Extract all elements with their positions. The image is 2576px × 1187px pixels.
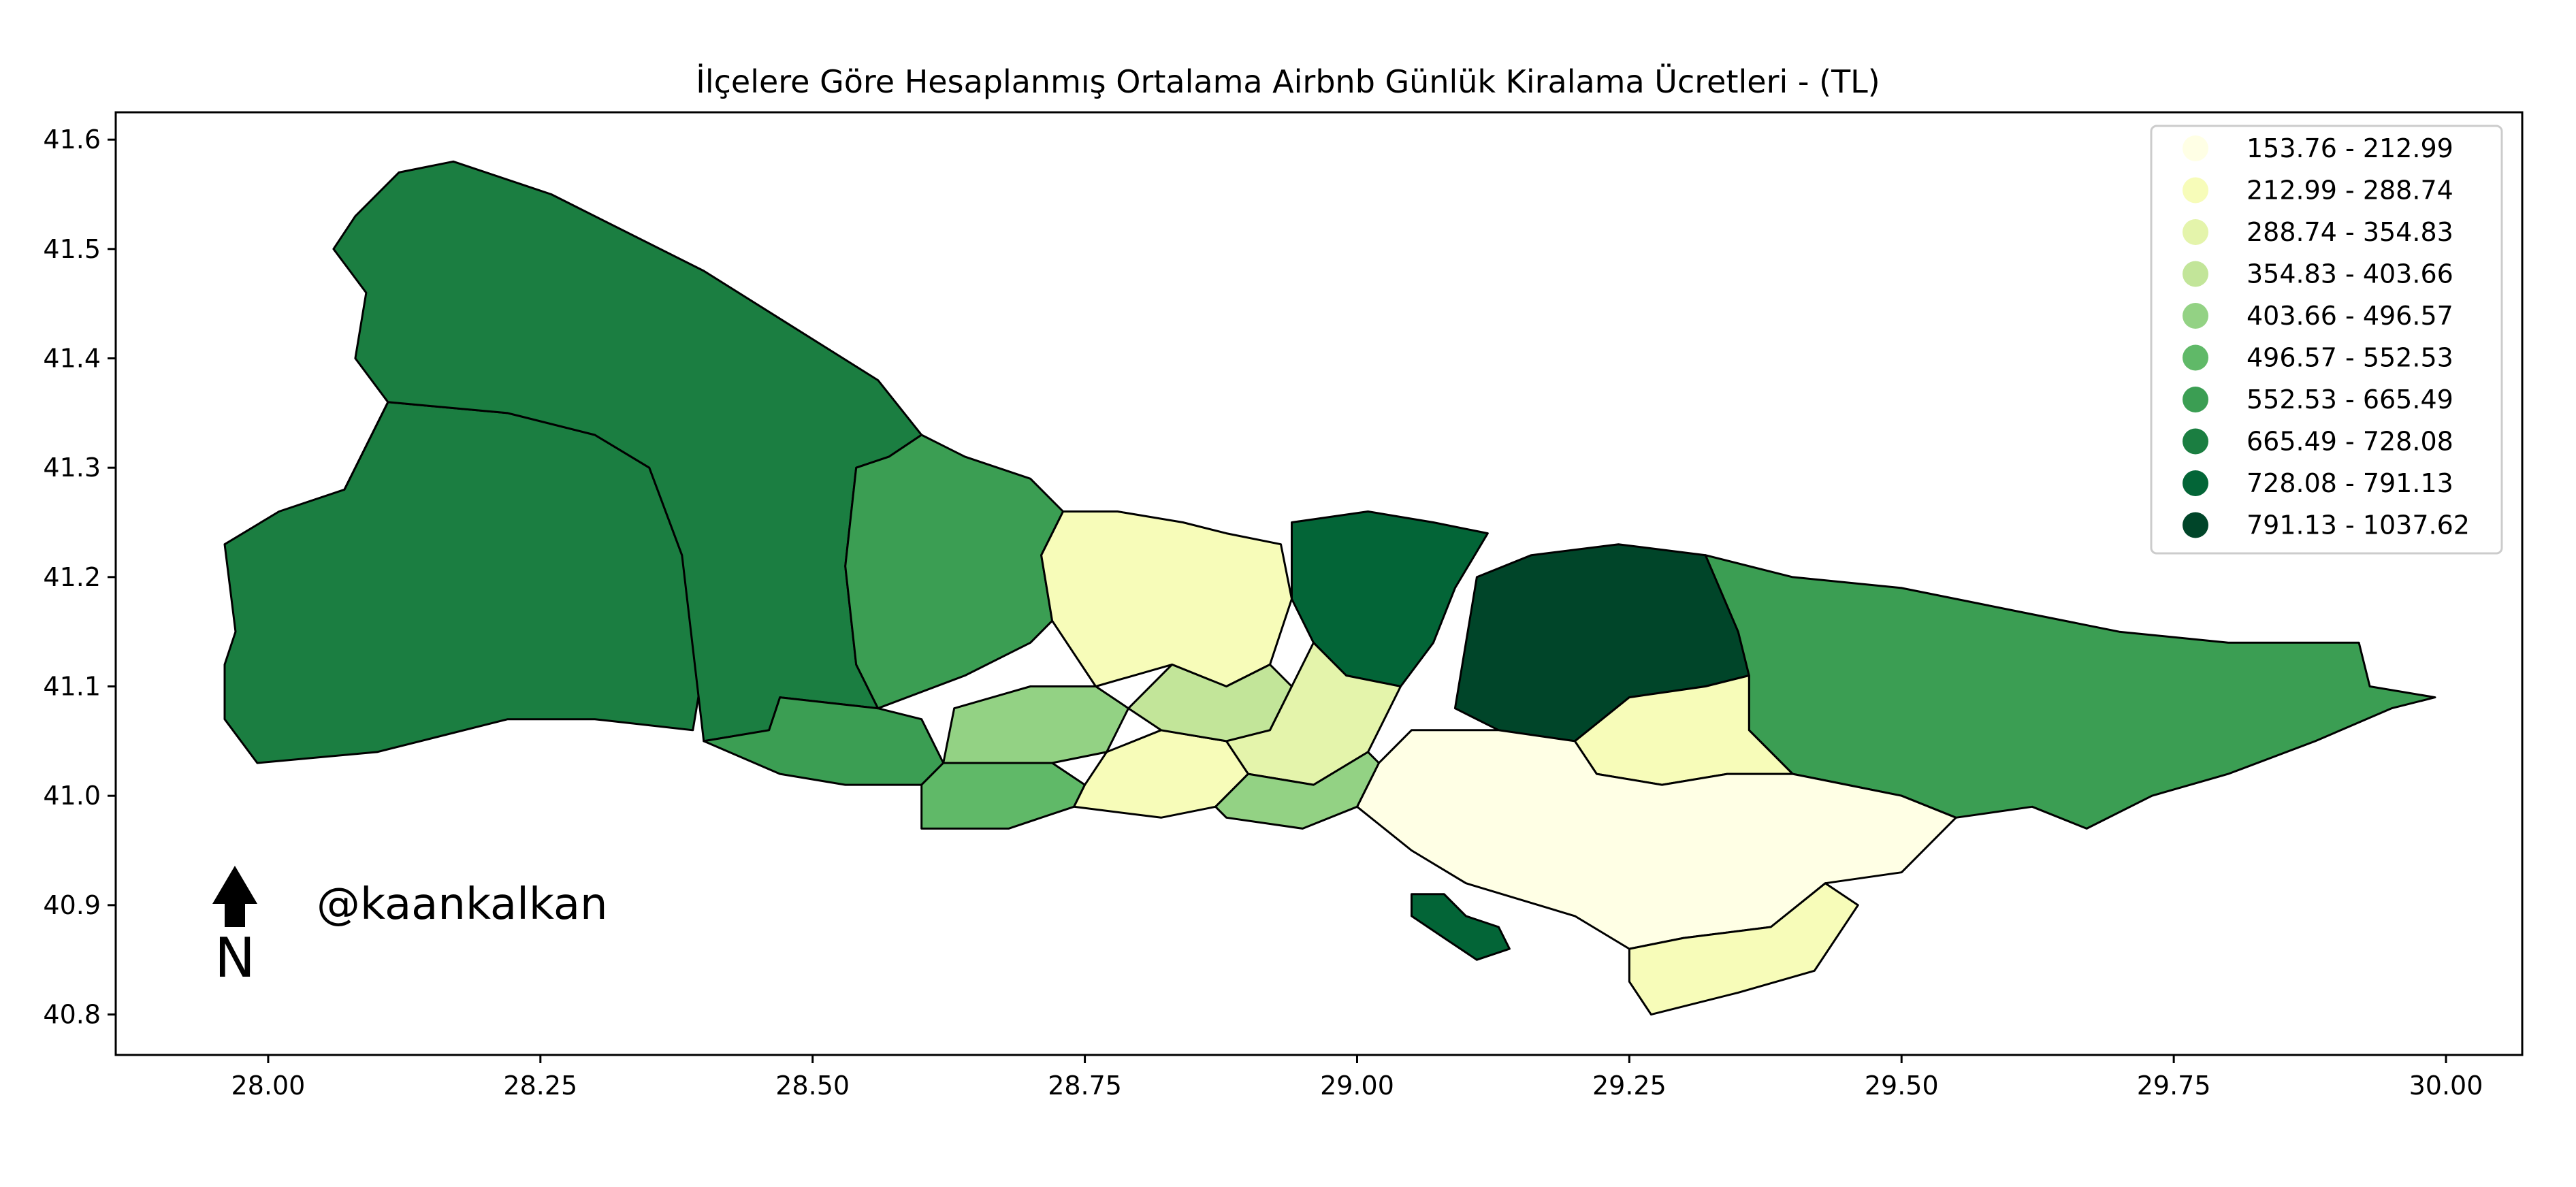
x-tick-label: 29.75 [2137, 1071, 2211, 1101]
x-tick-label: 28.75 [1048, 1071, 1122, 1101]
north-arrow-icon [212, 866, 257, 927]
y-tick-label: 41.6 [43, 125, 101, 155]
x-axis: 28.00 28.25 28.50 28.75 29.00 29.25 29.50 29.75… [231, 1055, 2483, 1101]
legend-label: 665.49 - 728.08 [2247, 427, 2453, 457]
legend-label: 212.99 - 288.74 [2247, 176, 2453, 206]
y-axis: 41.6 41.5 41.4 41.3 41.2 41.1 41.0 40.9 40.8 [43, 125, 116, 1030]
x-tick-label: 28.00 [231, 1071, 306, 1101]
district-region-3 [703, 696, 945, 786]
legend-items: 153.76 - 212.99 212.99 - 288.74 288.74 - 3… [2183, 133, 2470, 540]
author-credit: @kaankalkan [317, 879, 608, 930]
x-tick-label: 29.00 [1320, 1071, 1394, 1101]
y-tick-label: 41.0 [43, 781, 101, 811]
legend-label: 403.66 - 496.57 [2247, 301, 2453, 331]
y-tick-label: 40.8 [43, 1000, 101, 1030]
district-polygons [223, 160, 2436, 1016]
legend-label: 728.08 - 791.13 [2247, 468, 2453, 498]
legend-label: 791.13 - 1037.62 [2247, 510, 2470, 540]
legend-swatch [2183, 428, 2208, 455]
district-region-10 [1356, 729, 1957, 950]
legend-swatch [2183, 512, 2208, 538]
district-region-13 [920, 762, 1086, 830]
x-tick-label: 29.50 [1865, 1071, 1939, 1101]
district-region-18 [1411, 893, 1511, 961]
legend-label: 354.83 - 403.66 [2247, 259, 2453, 289]
legend-swatch [2183, 303, 2208, 329]
district-region-17 [1214, 751, 1380, 830]
district-region-4 [844, 434, 1065, 710]
legend-swatch [2183, 470, 2208, 496]
legend: 153.76 - 212.99 212.99 - 288.74 288.74 - 3… [2150, 125, 2503, 555]
y-tick-label: 41.3 [43, 453, 101, 483]
legend-frame [2150, 125, 2503, 555]
legend-label: 153.76 - 212.99 [2247, 133, 2453, 163]
north-label: N [214, 926, 255, 990]
x-tick-label: 29.25 [1592, 1071, 1667, 1101]
north-arrow: N [212, 866, 257, 990]
chart-title: İlçelere Göre Hesaplanmış Ortalama Airbn… [696, 63, 1880, 100]
district-region-11 [1628, 882, 1859, 1016]
legend-swatch [2183, 177, 2208, 204]
x-tick-label: 28.50 [775, 1071, 850, 1101]
district-region-5 [1040, 510, 1293, 687]
legend-swatch [2183, 261, 2208, 287]
y-tick-label: 41.1 [43, 672, 101, 702]
axes-frame [114, 111, 2524, 1056]
legend-label: 552.53 - 665.49 [2247, 385, 2453, 414]
legend-label: 496.57 - 552.53 [2247, 343, 2453, 373]
legend-swatch [2183, 387, 2208, 412]
district-region-6 [1291, 510, 1489, 687]
y-tick-label: 41.2 [43, 562, 101, 592]
y-tick-label: 41.5 [43, 234, 101, 264]
x-tick-label: 28.25 [503, 1071, 577, 1101]
x-tick-label: 30.00 [2409, 1071, 2483, 1101]
legend-swatch [2183, 344, 2208, 371]
district-region-12 [942, 685, 1130, 764]
legend-swatch [2183, 135, 2208, 161]
y-tick-label: 41.4 [43, 344, 101, 374]
legend-label: 288.74 - 354.83 [2247, 217, 2453, 247]
y-tick-label: 40.9 [43, 890, 101, 920]
legend-swatch [2183, 219, 2208, 245]
